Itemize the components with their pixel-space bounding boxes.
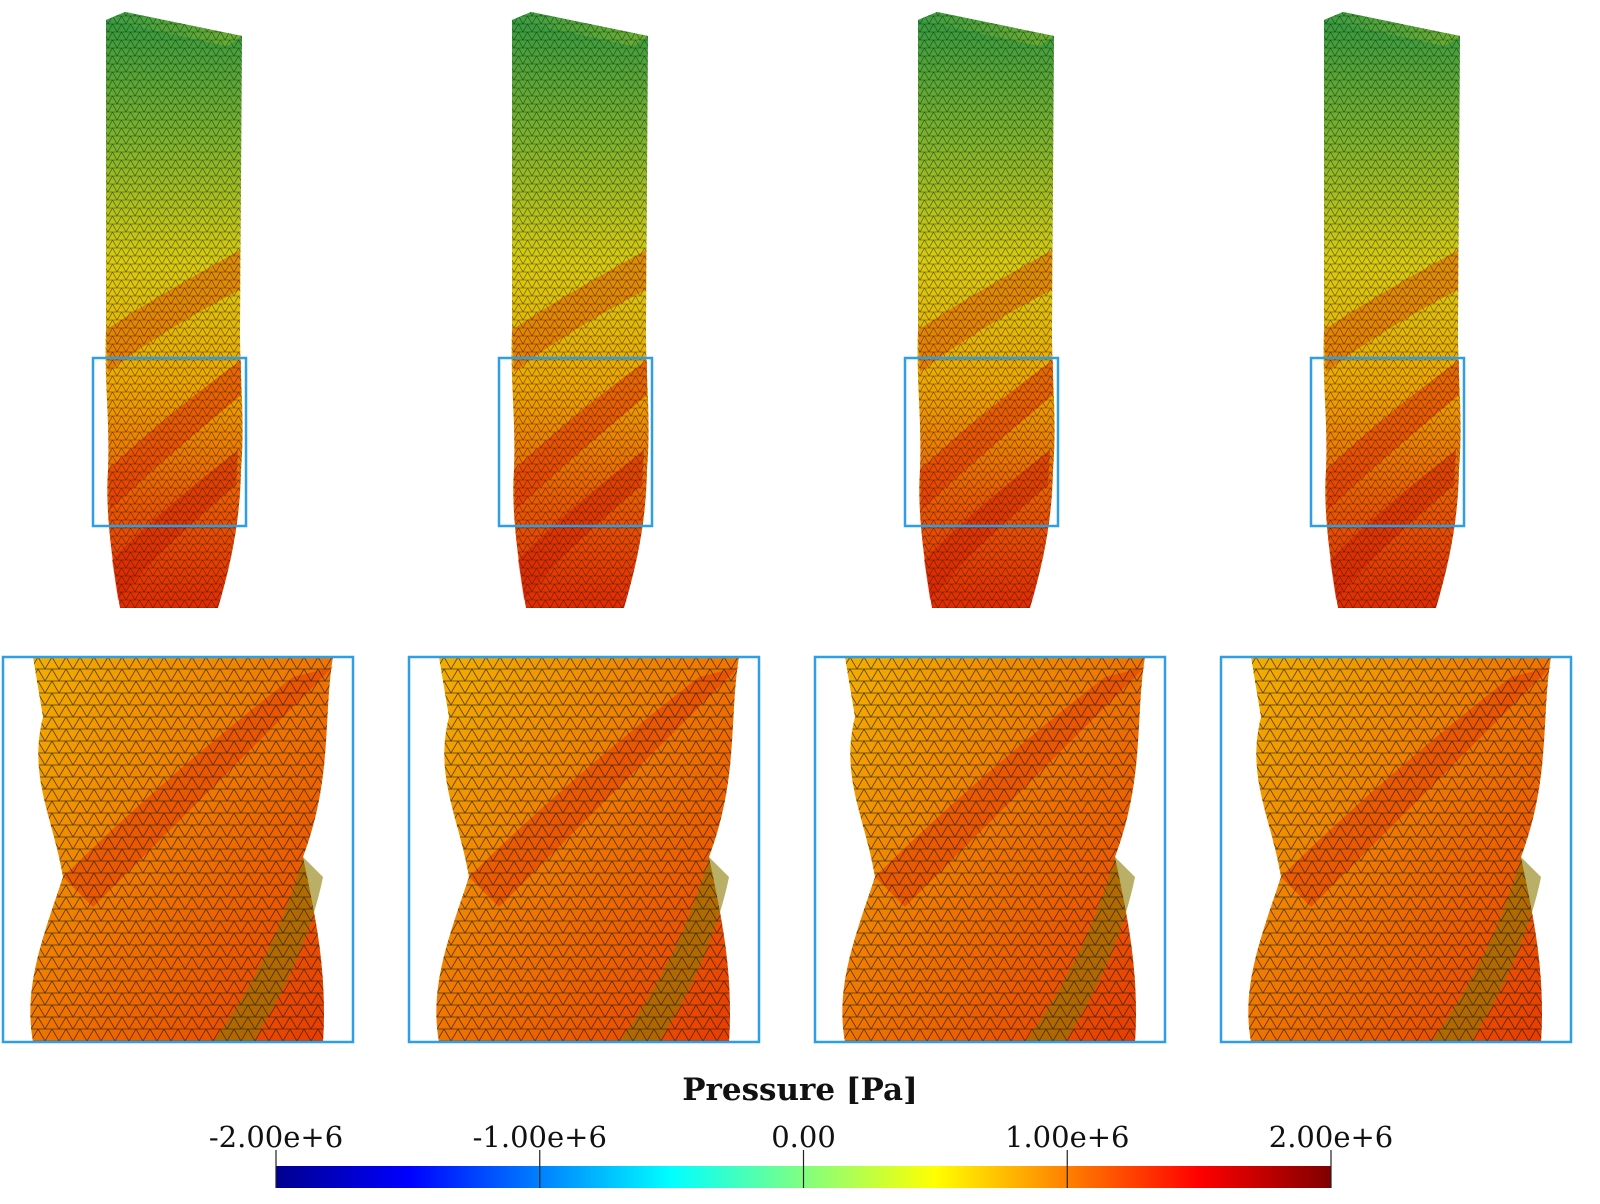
zoom-frame-2 bbox=[407, 655, 761, 1044]
zoom-row bbox=[1, 655, 1573, 1044]
highlight-box-1 bbox=[91, 356, 248, 528]
twisted-column-4 bbox=[1309, 12, 1466, 608]
colorbar-title: Pressure [Pa] bbox=[682, 1072, 918, 1108]
zoom-panel-4 bbox=[1219, 655, 1573, 1044]
zoom-panel-1 bbox=[1, 655, 355, 1044]
tick-label-0: -2.00e+6 bbox=[208, 1120, 344, 1154]
zoom-frame-4 bbox=[1219, 655, 1573, 1044]
zoom-frame-1 bbox=[1, 655, 355, 1044]
tick-label-2: 0.00 bbox=[771, 1120, 836, 1154]
zoom-frame-3 bbox=[813, 655, 1167, 1044]
highlight-box-4 bbox=[1309, 356, 1466, 528]
tick-label-3: 1.00e+6 bbox=[1005, 1120, 1130, 1154]
column-row bbox=[91, 12, 1466, 608]
twisted-column-3 bbox=[903, 12, 1060, 608]
highlight-box-2 bbox=[497, 356, 654, 528]
tick-label-1: -1.00e+6 bbox=[472, 1120, 607, 1154]
colorbar-ticks bbox=[275, 1150, 1332, 1188]
pressure-colorbar bbox=[275, 1150, 1332, 1188]
twisted-column-2 bbox=[497, 12, 654, 608]
zoom-panel-3 bbox=[813, 655, 1167, 1044]
zoom-panel-2 bbox=[407, 655, 761, 1044]
highlight-box-3 bbox=[903, 356, 1060, 528]
tick-label-4: 2.00e+6 bbox=[1268, 1120, 1394, 1154]
twisted-column-1 bbox=[91, 12, 248, 608]
